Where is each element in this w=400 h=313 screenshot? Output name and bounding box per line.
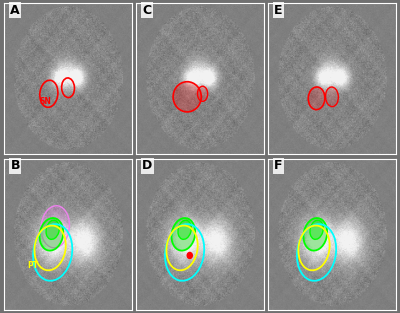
- Ellipse shape: [304, 218, 327, 251]
- Ellipse shape: [187, 253, 192, 259]
- Text: A: A: [10, 4, 20, 17]
- Ellipse shape: [326, 87, 338, 107]
- Ellipse shape: [178, 220, 191, 239]
- Text: PT: PT: [27, 260, 38, 269]
- Text: F: F: [274, 159, 283, 172]
- Ellipse shape: [172, 218, 195, 251]
- Ellipse shape: [40, 218, 63, 251]
- Text: SN: SN: [40, 97, 52, 106]
- Text: E: E: [274, 4, 283, 17]
- Ellipse shape: [310, 220, 323, 239]
- Text: B: B: [10, 159, 20, 172]
- Ellipse shape: [46, 220, 59, 239]
- Ellipse shape: [41, 206, 70, 248]
- Ellipse shape: [173, 82, 201, 112]
- Text: C: C: [142, 4, 152, 17]
- Ellipse shape: [308, 87, 325, 110]
- Text: D: D: [142, 159, 153, 172]
- Ellipse shape: [198, 86, 208, 101]
